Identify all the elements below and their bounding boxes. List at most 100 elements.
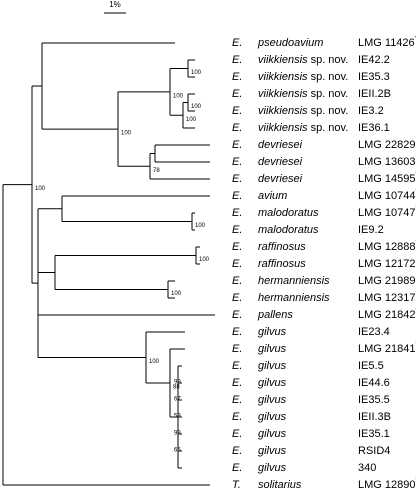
strain: LMG 14595 [358, 173, 415, 185]
strain-label: LMG 12888T [358, 240, 416, 253]
species: devriesei [258, 139, 303, 151]
strain-label: LMG 10747T [358, 206, 416, 219]
species: viikkiensis [258, 71, 308, 83]
strain: IE9.2 [358, 224, 384, 236]
strain: LMG 21841 [358, 343, 415, 355]
species: avium [258, 190, 287, 202]
strain-label: IE44.6 [358, 377, 390, 389]
species: devriesei [258, 173, 303, 185]
strain-label: IE5.5 [358, 360, 384, 372]
genus: E. [232, 343, 242, 355]
bootstrap-value: 59 [174, 414, 181, 420]
strain-label: LMG 22829 [358, 139, 415, 151]
strain: LMG 12888 [358, 241, 415, 253]
species: viikkiensis [258, 122, 308, 134]
species-label: devriesei [258, 173, 303, 185]
strain: LMG 21989 [358, 275, 415, 287]
strain-label: 340 [358, 462, 376, 474]
species-label: malodoratus [258, 207, 319, 219]
species-label: avium [258, 190, 287, 202]
species-label: raffinosus [258, 258, 306, 270]
strain: LMG 10744 [358, 190, 415, 202]
species: malodoratus [258, 224, 319, 236]
genus: E. [232, 292, 242, 304]
strain-label: IE23.4 [358, 326, 390, 338]
species: gilvus [258, 360, 287, 372]
strain: LMG 12890 [358, 479, 415, 491]
species-note: sp. nov. [311, 122, 349, 134]
species-label: devriesei [258, 156, 303, 168]
strain-label: IE9.2 [358, 224, 384, 236]
species: gilvus [258, 411, 287, 423]
species-label: gilvus [258, 326, 287, 338]
species-note: sp. nov. [311, 71, 349, 83]
species-label: solitarius [258, 479, 302, 491]
genus: E. [232, 462, 242, 474]
bootstrap-value: 88 [173, 385, 180, 391]
genus: E. [232, 428, 242, 440]
strain-label: LMG 10744T [358, 189, 416, 202]
strain-label: IE35.3 [358, 71, 390, 83]
strain: IE42.2 [358, 54, 390, 66]
strain-label: IE35.1 [358, 428, 390, 440]
species-label: viikkiensis sp. nov. [258, 54, 348, 66]
strain-label: LMG 12890T [358, 478, 416, 491]
species-label: gilvus [258, 343, 287, 355]
strain: IE36.1 [358, 122, 390, 134]
species: solitarius [258, 479, 302, 491]
strain-label: LMG 12317T [358, 291, 416, 304]
strain: IEII.3B [358, 411, 391, 423]
species-label: gilvus [258, 445, 287, 457]
strain: IE35.5 [358, 394, 390, 406]
bootstrap-value: 100 [195, 223, 206, 229]
species-label: hermanniensis [258, 292, 330, 304]
strain-label: LMG 14595T [358, 172, 416, 185]
genus: E. [232, 37, 242, 49]
strain: IE35.1 [358, 428, 390, 440]
bootstrap-value: 100 [149, 359, 160, 365]
strain-label: IE35.5 [358, 394, 390, 406]
strain: LMG 11426 [358, 37, 415, 49]
genus: E. [232, 54, 242, 66]
bootstrap-value: 100 [171, 291, 182, 297]
bootstrap-value: 100 [191, 104, 202, 110]
species-label: gilvus [258, 411, 287, 423]
genus: E. [232, 122, 242, 134]
species: viikkiensis [258, 105, 308, 117]
strain-label: LMG 13603 [358, 156, 415, 168]
strain: LMG 22829 [358, 139, 415, 151]
species-label: malodoratus [258, 224, 319, 236]
type-strain-mark: T [415, 36, 416, 43]
genus: E. [232, 241, 242, 253]
genus: E. [232, 173, 242, 185]
strain: IE3.2 [358, 105, 384, 117]
bootstrap-value: 100 [186, 117, 197, 123]
bootstrap-value: 100 [191, 70, 202, 76]
strain: IEII.2B [358, 88, 391, 100]
strain: IE23.4 [358, 326, 390, 338]
species-label: pseudoavium [257, 37, 323, 49]
species-label: gilvus [258, 394, 287, 406]
strain-label: RSID4 [358, 445, 390, 457]
species: pallens [257, 309, 293, 321]
species: raffinosus [258, 241, 306, 253]
species: gilvus [258, 445, 287, 457]
strain: LMG 12172 [358, 258, 415, 270]
genus: E. [232, 156, 242, 168]
bootstrap-value: 67 [174, 397, 181, 403]
species: viikkiensis [258, 54, 308, 66]
bootstrap-value: 100 [35, 186, 46, 192]
strain: LMG 12317 [358, 292, 415, 304]
species-label: viikkiensis sp. nov. [258, 88, 348, 100]
strain-label: IE42.2 [358, 54, 390, 66]
genus: E. [232, 326, 242, 338]
bootstrap-value: 78 [153, 168, 160, 174]
bootstrap-value: 100 [173, 93, 184, 99]
strain: RSID4 [358, 445, 390, 457]
species-label: gilvus [258, 377, 287, 389]
bootstrap-value: 99 [174, 380, 181, 386]
strain: LMG 21842 [358, 309, 415, 321]
genus: E. [232, 139, 242, 151]
strain-label: LMG 12172 [358, 258, 415, 270]
strain-label: IE36.1 [358, 122, 390, 134]
